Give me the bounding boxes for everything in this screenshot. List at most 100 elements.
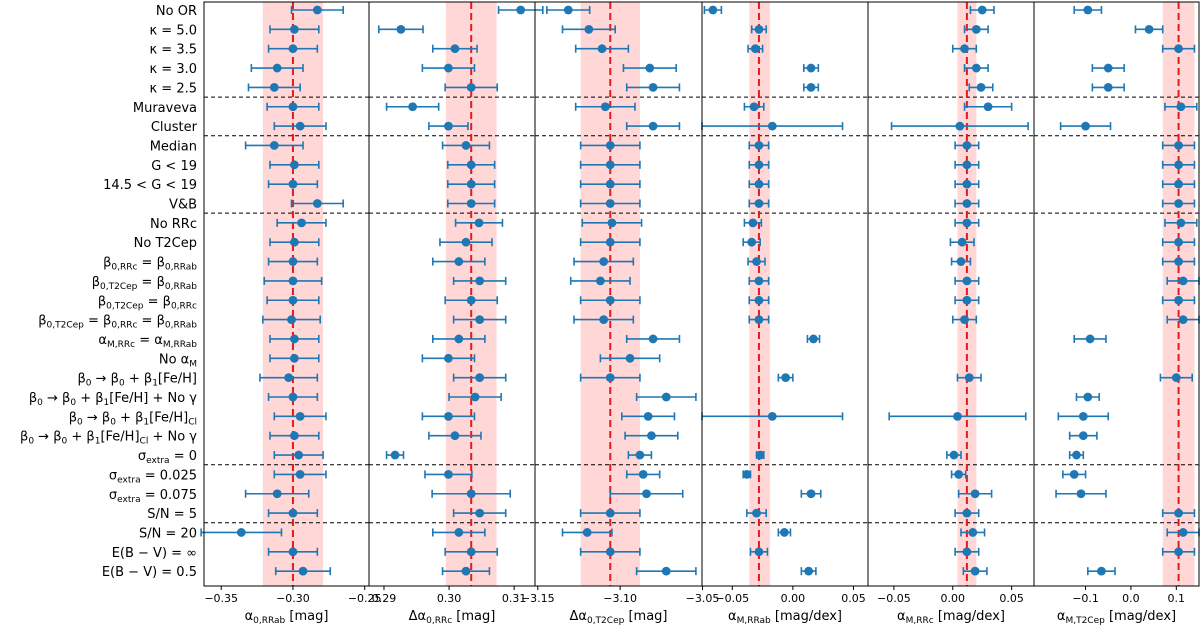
data-point xyxy=(648,334,658,344)
data-point xyxy=(1178,528,1188,537)
x-axis-label: Δα0,T2Cep [mag] xyxy=(570,609,668,626)
data-point xyxy=(1178,315,1188,324)
data-point xyxy=(1076,489,1086,499)
row-label: E(B − V) = ∞ xyxy=(112,546,197,561)
data-point xyxy=(1097,566,1106,576)
x-axis-label: αM,T2Cep [mag/dex] xyxy=(1057,609,1176,626)
row-label: κ = 3.5 xyxy=(150,43,198,58)
data-point xyxy=(297,218,306,228)
x-tick-label: 0.05 xyxy=(841,592,866,605)
data-point xyxy=(454,528,464,537)
row-label: σextra = 0.075 xyxy=(109,488,197,505)
data-point xyxy=(584,24,594,34)
row-label: Muraveva xyxy=(133,101,197,116)
x-tick-label: −0.25 xyxy=(348,592,382,605)
x-tick-label: −3.15 xyxy=(521,592,555,605)
x-tick-label: 0.1 xyxy=(1168,592,1186,605)
data-point xyxy=(962,141,972,150)
data-point xyxy=(750,44,760,54)
data-point xyxy=(272,63,282,73)
data-point xyxy=(964,373,974,383)
data-point xyxy=(748,218,758,228)
data-point xyxy=(454,334,464,344)
x-axis-label: αM,RRc [mag/dex] xyxy=(897,609,1005,626)
data-point xyxy=(289,160,299,170)
x-tick-label: 0.31 xyxy=(502,592,527,605)
row-label: β0,T2Cep = β0,RRab xyxy=(92,275,198,292)
data-point xyxy=(970,489,980,499)
data-point xyxy=(635,450,645,460)
data-point xyxy=(661,392,671,402)
data-point xyxy=(1072,450,1081,460)
data-point xyxy=(516,5,526,15)
data-point xyxy=(444,470,453,479)
data-point xyxy=(288,392,298,402)
data-point xyxy=(754,315,764,324)
row-label: κ = 3.0 xyxy=(150,62,198,77)
data-point xyxy=(466,199,476,208)
row-label: E(B − V) = 0.5 xyxy=(102,565,197,580)
data-point xyxy=(288,44,298,54)
data-point xyxy=(444,63,453,73)
data-point xyxy=(1174,295,1183,305)
data-point xyxy=(599,257,609,266)
data-point xyxy=(289,353,299,363)
data-point xyxy=(470,392,480,402)
data-point xyxy=(954,470,964,479)
data-point xyxy=(450,431,460,441)
data-point xyxy=(461,141,471,150)
row-label: β0 → β0 + β1[Fe/H] + No γ xyxy=(29,391,197,408)
data-point xyxy=(1176,218,1186,228)
data-point xyxy=(408,102,418,112)
data-point xyxy=(953,411,962,421)
data-point xyxy=(806,63,816,73)
data-point xyxy=(971,63,981,73)
data-point xyxy=(466,489,476,499)
data-point xyxy=(466,160,476,170)
data-point xyxy=(466,83,476,92)
data-point xyxy=(648,83,658,92)
panel-frame xyxy=(1033,1,1200,587)
data-point xyxy=(971,24,981,34)
data-point xyxy=(298,566,308,576)
data-point xyxy=(645,63,655,73)
data-point xyxy=(962,160,972,170)
data-point xyxy=(607,218,617,228)
data-point xyxy=(962,218,972,228)
data-point xyxy=(970,566,980,576)
data-point xyxy=(312,199,322,208)
data-point xyxy=(605,547,615,557)
x-tick-label: 0.05 xyxy=(999,592,1024,605)
data-point xyxy=(284,373,294,383)
row-label: σextra = 0 xyxy=(138,449,197,466)
data-point xyxy=(1176,102,1186,112)
data-point xyxy=(295,121,305,131)
data-point xyxy=(461,237,471,247)
data-point xyxy=(396,24,406,34)
data-point xyxy=(1103,63,1113,73)
data-point xyxy=(288,257,298,266)
data-point xyxy=(1174,179,1183,189)
data-point xyxy=(605,237,615,247)
x-tick-label: −0.05 xyxy=(715,592,749,605)
row-label: β0 → β0 + β1[Fe/H]Cl xyxy=(69,410,197,427)
data-point xyxy=(749,102,759,112)
x-tick-label: −0.35 xyxy=(204,592,238,605)
panel-5: −0.05 0.00 0.05 αM,RRc [mag/dex] xyxy=(867,1,1035,626)
data-point xyxy=(960,44,969,54)
data-point xyxy=(661,566,671,576)
data-point xyxy=(466,295,476,305)
data-point xyxy=(804,566,814,576)
row-label: σextra = 0.025 xyxy=(109,468,197,485)
data-point xyxy=(444,121,453,131)
data-point xyxy=(450,44,460,54)
data-point xyxy=(466,547,476,557)
row-label: G < 19 xyxy=(151,159,197,174)
data-point xyxy=(643,411,653,421)
data-point xyxy=(767,121,777,131)
data-point xyxy=(295,411,305,421)
data-point xyxy=(605,179,615,189)
x-axis-label: αM,RRab [mag/dex] xyxy=(728,609,842,626)
data-point xyxy=(289,237,299,247)
